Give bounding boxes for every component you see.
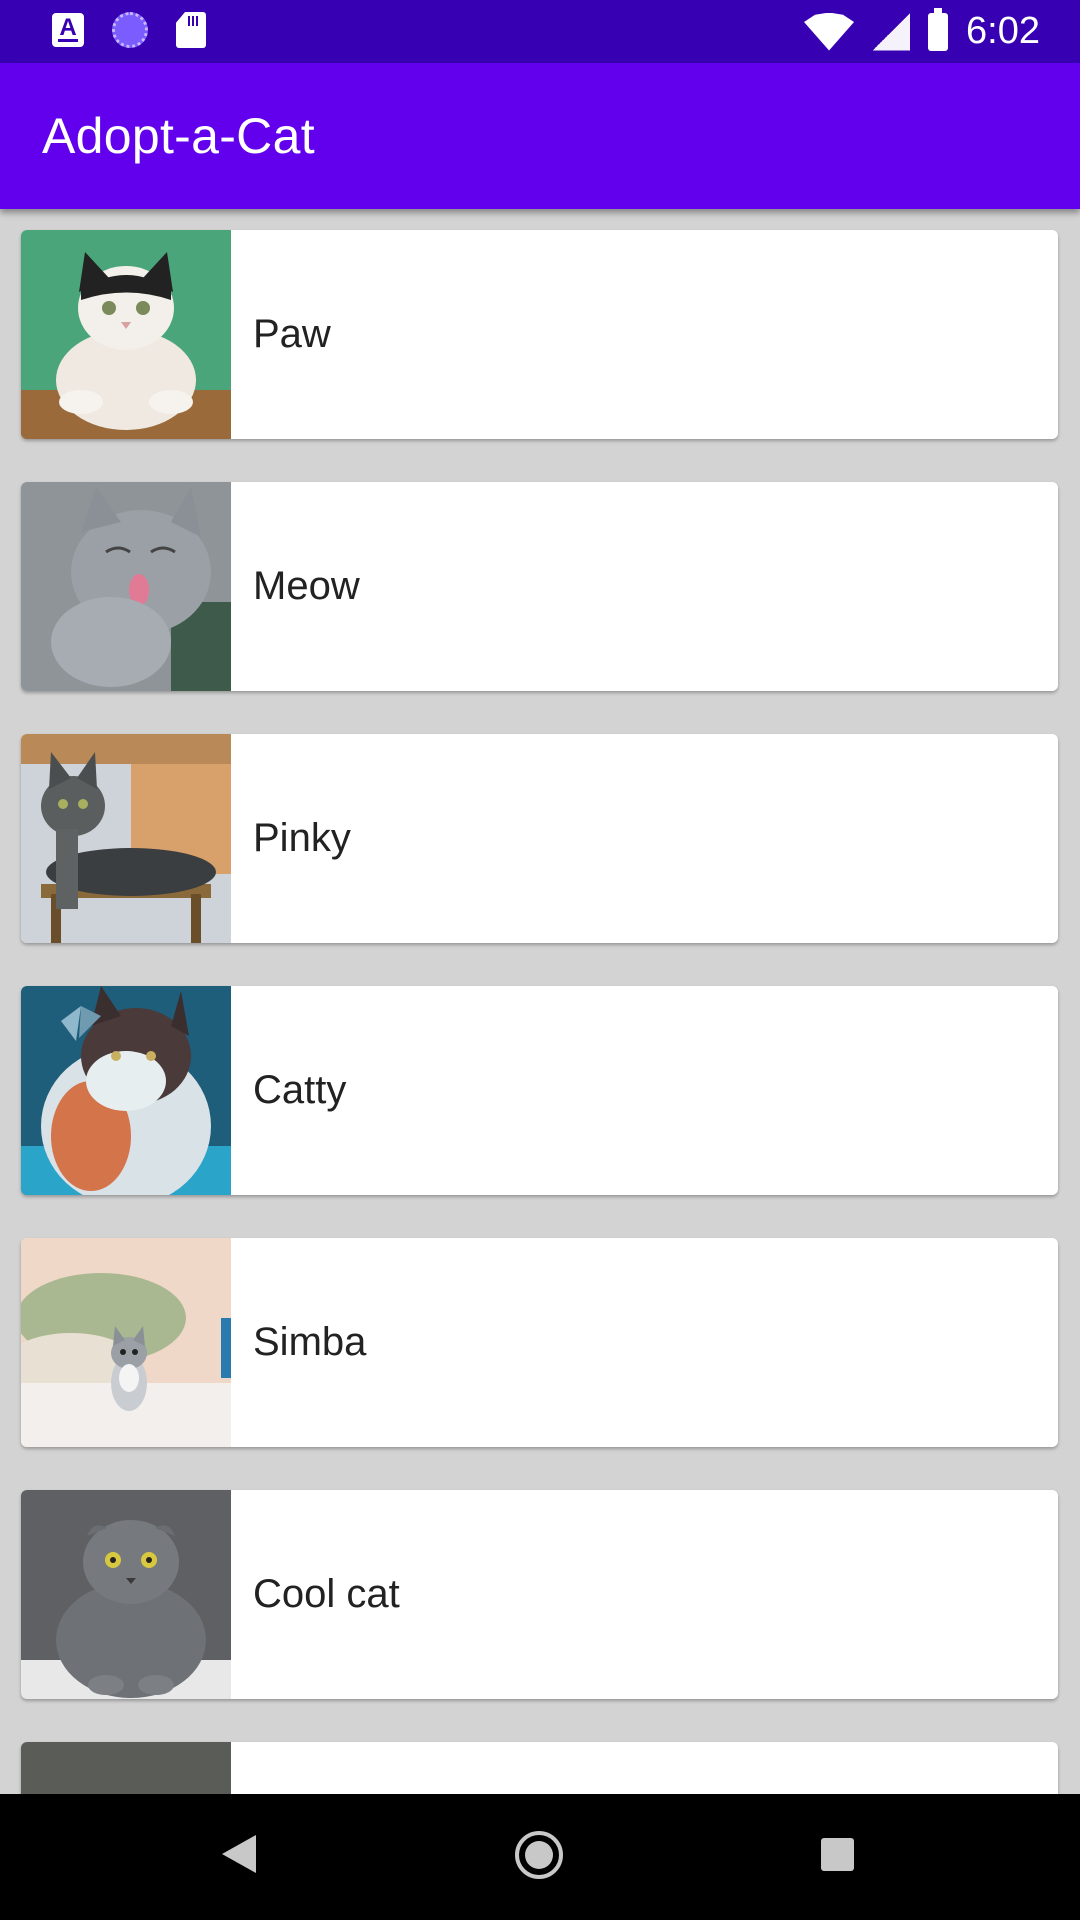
app-bar: Adopt-a-Cat [0, 63, 1080, 209]
cat-photo-partial-image [21, 1742, 231, 1794]
sd-card-icon [176, 12, 206, 48]
signal-icon [872, 12, 911, 51]
back-icon[interactable] [222, 1835, 256, 1873]
status-time: 6:02 [966, 10, 1040, 52]
cat-card-paw[interactable]: Paw [21, 230, 1058, 439]
cat-photo-partial [21, 1742, 231, 1794]
cat-photo-pinky-image [21, 734, 231, 943]
cat-name-label: Pinky [253, 816, 351, 860]
battery-icon [928, 7, 949, 51]
keyboard-a-icon: A [52, 13, 84, 47]
cat-name-label: Meow [253, 564, 360, 608]
wifi-icon [804, 12, 855, 51]
cat-card-cool-cat[interactable]: Cool cat [21, 1490, 1058, 1699]
cat-card-partial[interactable] [21, 1742, 1058, 1794]
status-left-icons: A [52, 12, 206, 48]
cat-photo-cool-cat [21, 1490, 231, 1699]
navigation-bar [0, 1794, 1080, 1920]
cat-photo-paw [21, 230, 231, 439]
cat-card-simba[interactable]: Simba [21, 1238, 1058, 1447]
cat-name-label: Catty [253, 1068, 347, 1112]
cat-name-label: Cool cat [253, 1572, 400, 1616]
cat-photo-catty-image [21, 986, 231, 1195]
home-icon[interactable] [515, 1831, 563, 1879]
cat-photo-pinky [21, 734, 231, 943]
cat-photo-cool-cat-image [21, 1490, 231, 1699]
cat-card-catty[interactable]: Catty [21, 986, 1058, 1195]
cat-card-meow[interactable]: Meow [21, 482, 1058, 691]
cat-name-label: Simba [253, 1320, 367, 1364]
status-right-icons: 6:02 [804, 7, 1040, 53]
cat-photo-paw-image [21, 230, 231, 439]
cat-photo-meow-image [21, 482, 231, 691]
cat-list[interactable]: Paw Meow [0, 209, 1080, 1794]
cat-photo-simba-image [21, 1238, 231, 1447]
app-title: Adopt-a-Cat [42, 108, 315, 164]
status-bar: A 6:02 [0, 0, 1080, 63]
cat-photo-meow [21, 482, 231, 691]
cat-name-label: Paw [253, 312, 331, 356]
cat-card-pinky[interactable]: Pinky [21, 734, 1058, 943]
cat-photo-simba [21, 1238, 231, 1447]
cat-photo-catty [21, 986, 231, 1195]
sync-circle-icon [112, 12, 148, 48]
recents-icon[interactable] [821, 1838, 854, 1871]
